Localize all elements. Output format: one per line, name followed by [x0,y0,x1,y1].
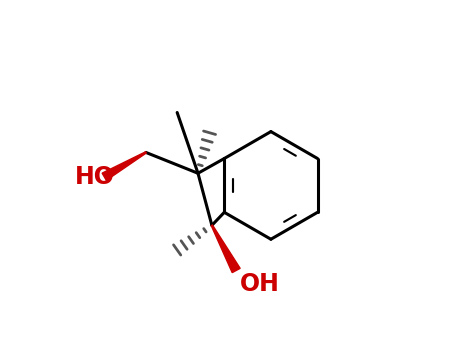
Polygon shape [102,152,146,180]
Text: OH: OH [240,272,279,296]
Polygon shape [211,225,240,273]
Text: HO: HO [75,165,115,189]
